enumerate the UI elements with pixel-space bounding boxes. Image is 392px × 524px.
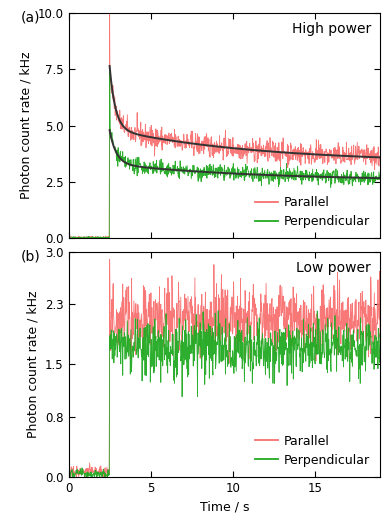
Legend: Parallel, Perpendicular: Parallel, Perpendicular bbox=[252, 192, 374, 232]
Y-axis label: Photon count rate / kHz: Photon count rate / kHz bbox=[19, 52, 32, 200]
Text: Low power: Low power bbox=[296, 261, 371, 275]
Text: High power: High power bbox=[292, 22, 371, 36]
Y-axis label: Photon count rate / kHz: Photon count rate / kHz bbox=[27, 290, 40, 438]
Text: (a): (a) bbox=[20, 11, 40, 25]
Text: (b): (b) bbox=[20, 249, 40, 264]
Legend: Parallel, Perpendicular: Parallel, Perpendicular bbox=[252, 431, 374, 471]
X-axis label: Time / s: Time / s bbox=[200, 500, 249, 513]
